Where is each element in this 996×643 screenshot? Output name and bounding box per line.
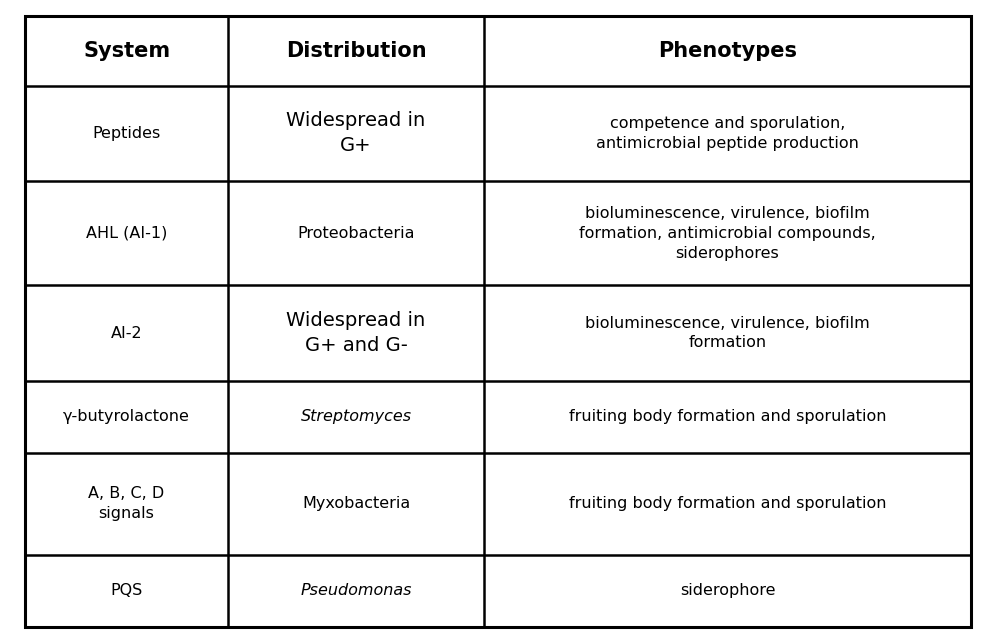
Text: AI-2: AI-2 [111,325,142,341]
Text: bioluminescence, virulence, biofilm
formation, antimicrobial compounds,
sideroph: bioluminescence, virulence, biofilm form… [579,206,875,260]
Text: fruiting body formation and sporulation: fruiting body formation and sporulation [569,496,886,511]
Text: Streptomyces: Streptomyces [301,410,411,424]
Text: Widespread in
G+ and G-: Widespread in G+ and G- [287,311,425,355]
Text: fruiting body formation and sporulation: fruiting body formation and sporulation [569,410,886,424]
Text: Myxobacteria: Myxobacteria [302,496,410,511]
Text: Pseudomonas: Pseudomonas [301,583,411,599]
Text: γ-butyrolactone: γ-butyrolactone [63,410,190,424]
Text: siderophore: siderophore [679,583,775,599]
Text: Peptides: Peptides [93,126,160,141]
Text: Phenotypes: Phenotypes [658,41,797,61]
Text: competence and sporulation,
antimicrobial peptide production: competence and sporulation, antimicrobia… [596,116,859,150]
Text: A, B, C, D
signals: A, B, C, D signals [89,487,164,521]
Text: Proteobacteria: Proteobacteria [298,226,414,240]
Text: System: System [83,41,170,61]
Text: bioluminescence, virulence, biofilm
formation: bioluminescence, virulence, biofilm form… [585,316,870,350]
Text: Distribution: Distribution [286,41,426,61]
Text: AHL (AI-1): AHL (AI-1) [86,226,167,240]
Text: Widespread in
G+: Widespread in G+ [287,111,425,156]
Text: PQS: PQS [111,583,142,599]
